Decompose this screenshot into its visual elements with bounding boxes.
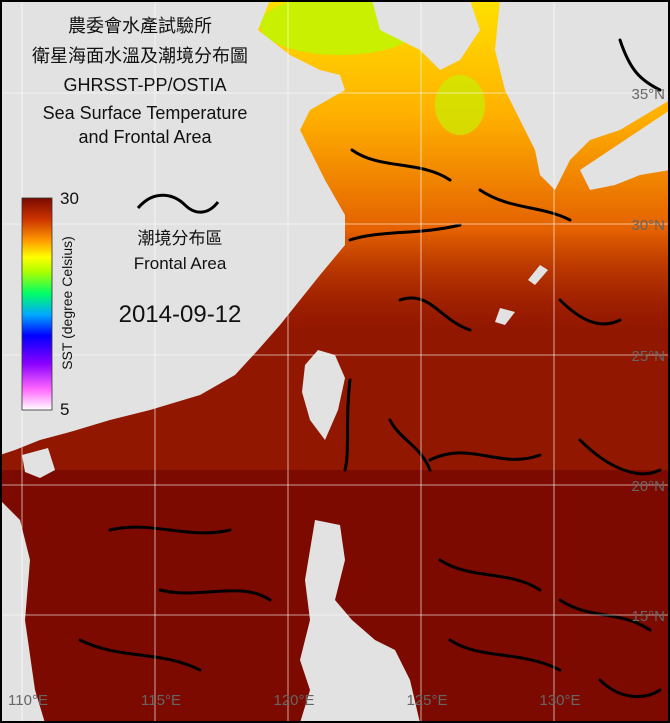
title-line: and Frontal Area xyxy=(78,127,212,147)
title-line: 農委會水產試驗所 xyxy=(68,16,212,36)
frontal-lines xyxy=(78,38,662,699)
legend-label: Frontal Area xyxy=(134,254,227,273)
lat-label: 30°N xyxy=(631,217,665,234)
lat-label: 25°N xyxy=(631,348,665,365)
lat-label: 15°N xyxy=(631,608,665,625)
colorbar-min: 5 xyxy=(60,400,69,419)
lon-label: 130°E xyxy=(539,692,580,709)
legend-label: 潮境分布區 xyxy=(138,229,223,248)
cool-sea xyxy=(435,75,485,135)
lat-label: 35°N xyxy=(631,86,665,103)
lat-labels: 35°N 30°N 25°N 20°N 15°N xyxy=(631,86,665,625)
lon-label: 115°E xyxy=(141,692,181,709)
title-line: Sea Surface Temperature xyxy=(43,103,248,123)
colorbar xyxy=(21,197,53,411)
lat-label: 20°N xyxy=(631,478,665,495)
legend-symbol xyxy=(136,193,220,214)
colorbar-max: 30 xyxy=(60,189,79,208)
title: 農委會水產試驗所 衛星海面水溫及潮境分布圖 GHRSST-PP/OSTIA Se… xyxy=(32,16,248,147)
lon-label: 110°E xyxy=(8,692,48,709)
lon-labels: 110°E 115°E 120°E 125°E 130°E xyxy=(8,692,580,709)
title-line: 衛星海面水溫及潮境分布圖 xyxy=(32,46,248,66)
date: 2014-09-12 xyxy=(119,301,242,328)
lon-label: 125°E xyxy=(406,692,447,709)
title-line: GHRSST-PP/OSTIA xyxy=(63,75,226,95)
colorbar-label: SST (degree Celsius) xyxy=(59,236,75,370)
lon-label: 120°E xyxy=(273,692,314,709)
